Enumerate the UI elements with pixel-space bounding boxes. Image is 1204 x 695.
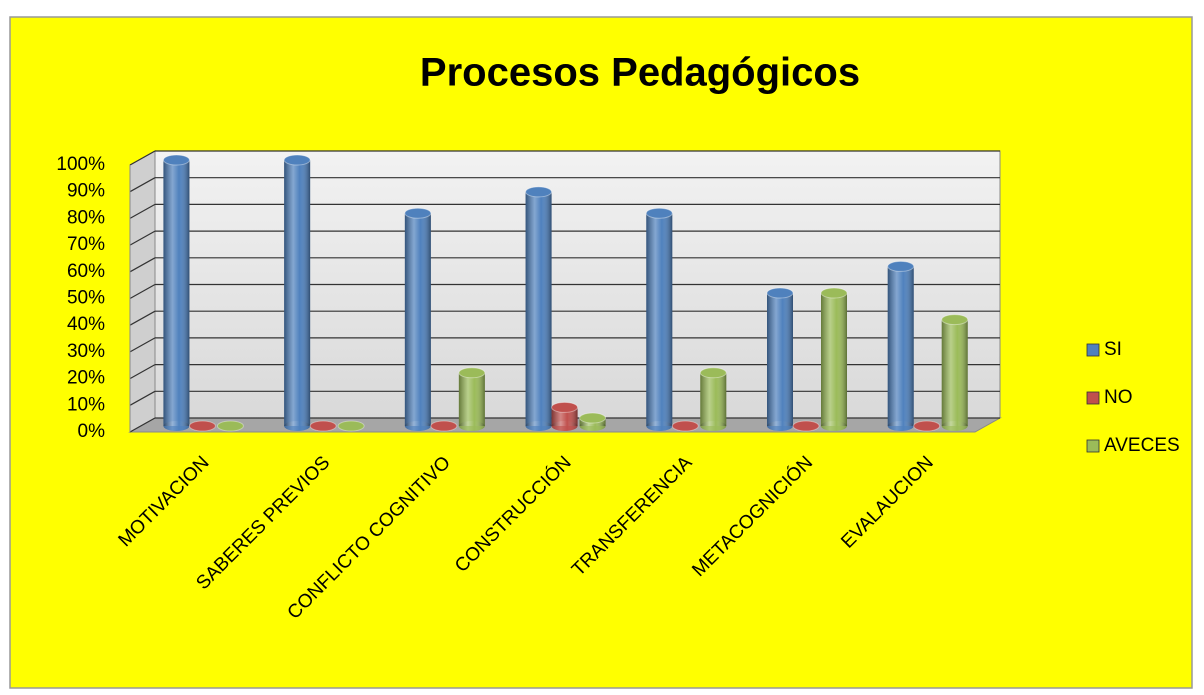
legend-label: AVECES	[1104, 435, 1180, 456]
cylinder-shade	[284, 160, 311, 426]
grid-line	[129, 337, 156, 353]
cylinder	[283, 154, 311, 431]
cylinder-top	[430, 420, 458, 432]
grid-line	[129, 364, 156, 380]
y-tick-label: 70%	[67, 234, 105, 255]
cylinder-shade	[525, 191, 552, 426]
cylinder-base-edge	[941, 421, 968, 431]
cylinder-base-edge	[284, 421, 311, 431]
cylinder-top	[525, 186, 553, 198]
legend-swatch	[1086, 439, 1100, 453]
grid-line	[129, 203, 156, 219]
cylinder	[941, 314, 969, 431]
cylinder-shade	[163, 160, 190, 426]
cylinder-top	[337, 420, 365, 432]
cylinder-shade	[821, 293, 847, 426]
cylinder-top	[162, 154, 190, 166]
cylinder-top	[404, 207, 432, 219]
cylinder-base-edge	[887, 421, 914, 431]
cylinder-top	[579, 412, 607, 424]
y-tick-label: 90%	[67, 181, 105, 202]
cylinder-top	[216, 420, 244, 432]
cylinder-base-edge	[404, 421, 431, 431]
legend-label: NO	[1104, 387, 1133, 408]
grid-line	[129, 283, 156, 300]
cylinder-top	[309, 420, 337, 432]
y-tick-label: 60%	[67, 261, 105, 282]
cylinder-top	[941, 314, 969, 326]
grid-line	[129, 390, 156, 406]
cylinder-top	[792, 420, 820, 432]
legend-label: SI	[1104, 339, 1122, 360]
y-tick-label: 20%	[67, 368, 105, 389]
cylinder	[337, 420, 365, 432]
cylinder	[216, 420, 244, 432]
cylinder	[309, 420, 337, 432]
cylinder	[887, 260, 915, 431]
cylinder	[913, 420, 941, 432]
cylinder	[645, 207, 673, 431]
cylinder	[766, 287, 794, 431]
y-tick-label: 10%	[67, 394, 105, 415]
cylinder-top	[913, 420, 941, 432]
y-tick-label: 100%	[56, 154, 105, 175]
cylinder-top	[645, 207, 673, 219]
cylinder-shade	[551, 407, 578, 426]
cylinder-top	[699, 367, 727, 379]
cylinder	[792, 420, 820, 432]
cylinder	[404, 207, 432, 431]
cylinder-base-edge	[579, 421, 606, 431]
cylinder-shade	[404, 213, 431, 426]
cylinder-base-edge	[551, 421, 578, 431]
cylinder	[188, 420, 216, 432]
y-tick-label: 0%	[78, 421, 106, 442]
y-tick-label: 30%	[67, 341, 105, 362]
cylinder-top	[283, 154, 311, 166]
cylinder	[699, 367, 727, 431]
y-tick-label: 40%	[67, 314, 105, 335]
cylinder-shade	[646, 213, 673, 426]
cylinder	[162, 154, 190, 431]
cylinder-shade	[767, 293, 793, 426]
cylinder	[430, 420, 458, 432]
cylinder-base-edge	[458, 421, 485, 431]
cylinder	[458, 367, 486, 431]
cylinder-top	[820, 287, 848, 299]
cylinder-base-edge	[163, 421, 190, 431]
cylinder-top	[671, 420, 699, 432]
cylinder-base-edge	[646, 421, 673, 431]
cylinder	[551, 401, 579, 431]
cylinder	[525, 186, 553, 431]
cylinder	[579, 412, 607, 431]
cylinder-base-edge	[525, 421, 552, 431]
legend-swatch	[1086, 391, 1100, 405]
cylinder-top	[551, 401, 579, 413]
cylinder-shade	[887, 266, 914, 426]
chart-title: Procesos Pedagógicos	[420, 51, 860, 95]
cylinder-shade	[700, 372, 727, 426]
cylinder-base-edge	[821, 421, 847, 431]
cylinder-base-edge	[767, 421, 793, 431]
legend-swatch	[1086, 343, 1100, 357]
cylinder-top	[766, 287, 794, 299]
cylinder-top	[458, 367, 486, 379]
grid-line	[129, 230, 156, 246]
y-tick-label: 50%	[67, 288, 105, 309]
grid-line	[129, 310, 156, 326]
grid-line	[129, 150, 156, 166]
cylinder-top	[188, 420, 216, 432]
cylinder-shade	[941, 319, 968, 426]
grid-line	[129, 177, 156, 193]
cylinder-base-edge	[700, 421, 727, 431]
cylinder-shade	[458, 372, 485, 426]
cylinder-top	[887, 260, 915, 272]
grid-line	[129, 257, 156, 273]
cylinder	[671, 420, 699, 432]
grid-line	[129, 417, 156, 433]
cylinder	[820, 287, 848, 431]
y-tick-label: 80%	[67, 207, 105, 228]
